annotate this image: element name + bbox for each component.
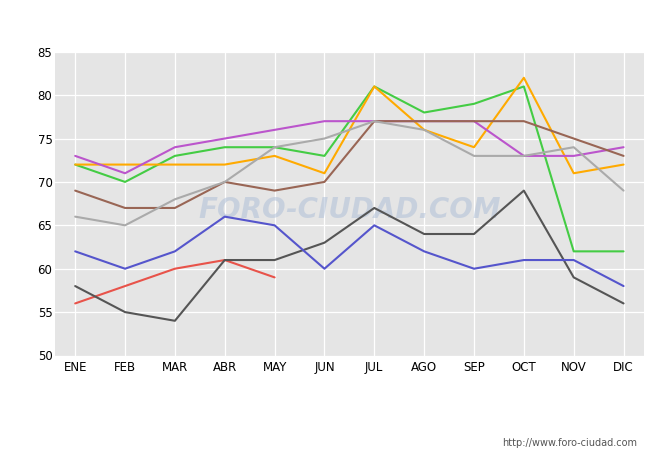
Text: Afiliados en Valdeavellano de Tera a 31/5/2024: Afiliados en Valdeavellano de Tera a 31/… bbox=[131, 14, 519, 33]
Text: FORO-CIUDAD.COM: FORO-CIUDAD.COM bbox=[198, 196, 500, 224]
Text: http://www.foro-ciudad.com: http://www.foro-ciudad.com bbox=[502, 438, 637, 448]
